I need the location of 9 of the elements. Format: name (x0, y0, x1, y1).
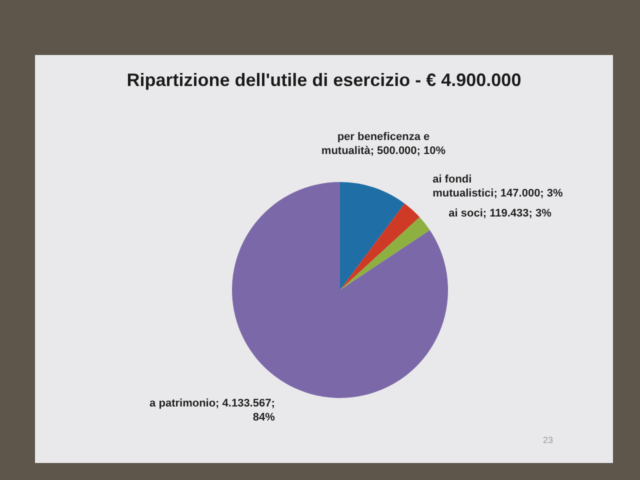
chart-title: Ripartizione dell'utile di esercizio - € 4.900.000 (126, 70, 522, 90)
slice-label: ai soci; 119.433; 3% (448, 208, 552, 220)
slice-label: ai fondi mutualistici; 147.000; 3% (432, 174, 564, 200)
text: 23 (542, 435, 553, 445)
slice-label: per beneficenza e mutualità; 500.000; 10% (321, 131, 446, 158)
pie-slice (340, 203, 420, 290)
pie-slice (340, 217, 430, 290)
pie-slice (340, 182, 405, 290)
slice-label: a patrimonio; 4.133.567; 84% (150, 398, 276, 424)
